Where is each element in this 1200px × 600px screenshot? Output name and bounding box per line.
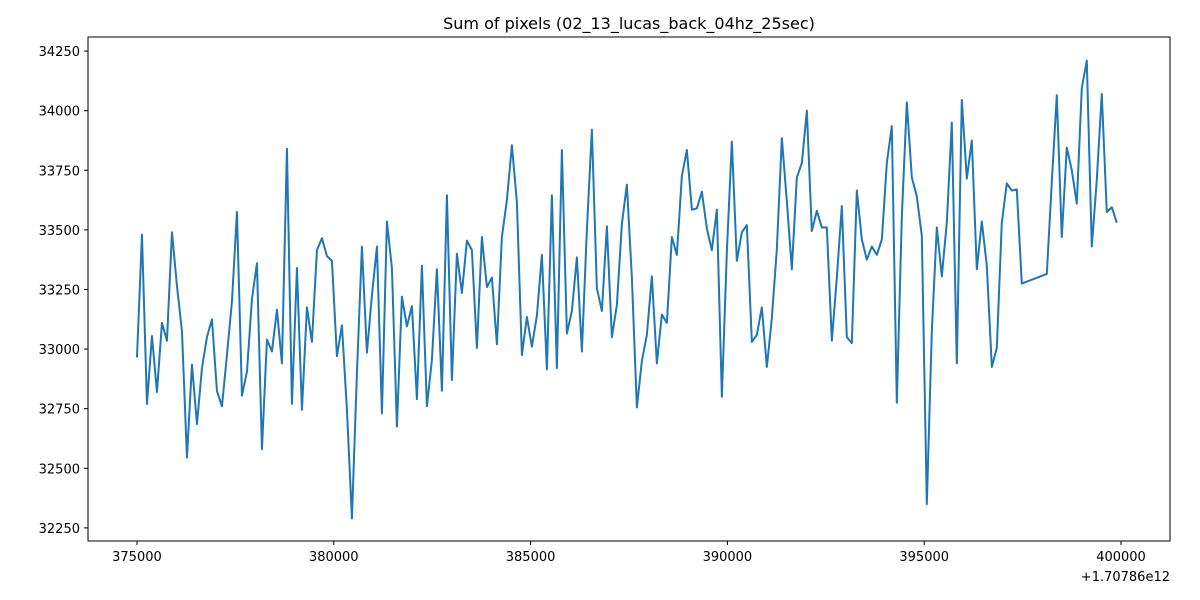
y-tick-label: 34000 xyxy=(39,105,80,120)
chart-title: Sum of pixels (02_13_lucas_back_04hz_25s… xyxy=(443,14,815,34)
x-tick-label: 395000 xyxy=(899,550,949,565)
x-tick-label: 375000 xyxy=(112,550,162,565)
y-tick-label: 34250 xyxy=(39,45,80,60)
data-line xyxy=(135,59,1118,520)
y-tick-label: 33000 xyxy=(39,343,80,358)
plot-frame xyxy=(87,36,1171,542)
y-tick-label: 33750 xyxy=(39,164,80,179)
y-tick-label: 32750 xyxy=(39,403,80,418)
y-tick-label: 33250 xyxy=(39,283,80,298)
x-tick-label: 400000 xyxy=(1096,550,1146,565)
y-tick-label: 33500 xyxy=(39,224,80,239)
x-tick-label: 390000 xyxy=(703,550,753,565)
y-tick-label: 32250 xyxy=(39,522,80,537)
x-offset-label: +1.70786e12 xyxy=(1081,570,1170,585)
x-tick-label: 385000 xyxy=(506,550,556,565)
x-tick-label: 380000 xyxy=(309,550,359,565)
y-tick-label: 32500 xyxy=(39,462,80,477)
